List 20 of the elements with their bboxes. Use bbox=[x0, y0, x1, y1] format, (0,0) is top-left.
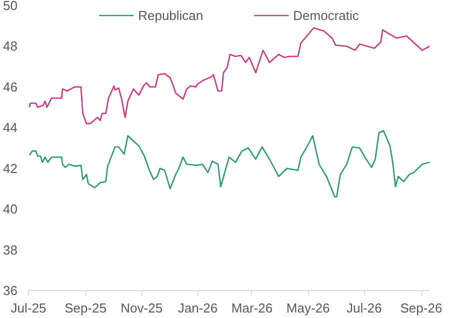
x-tick-label: Mar-26 bbox=[231, 300, 273, 316]
y-tick-label: 46 bbox=[3, 79, 18, 94]
y-tick-label: 40 bbox=[3, 202, 18, 217]
x-tick-label: Jan-26 bbox=[178, 300, 218, 316]
x-tick-label: Jul-25 bbox=[10, 300, 46, 316]
legend-label: Democratic bbox=[293, 8, 359, 22]
line-series bbox=[28, 27, 430, 124]
x-tick-label: Nov-25 bbox=[120, 300, 163, 316]
y-tick-label: 48 bbox=[3, 38, 18, 54]
x-tick-label: Jul-26 bbox=[346, 300, 382, 316]
y-tick-label: 44 bbox=[3, 120, 18, 136]
y-tick-label: 38 bbox=[3, 242, 18, 258]
y-tick-label: 50 bbox=[3, 0, 18, 13]
x-tick-label: May-26 bbox=[286, 300, 330, 316]
y-tick-label: 42 bbox=[3, 160, 18, 176]
line-series bbox=[28, 130, 430, 198]
legend-label: Republican bbox=[138, 8, 204, 22]
y-tick-label: 36 bbox=[3, 283, 18, 298]
x-tick-label: Sep-26 bbox=[400, 300, 442, 316]
x-tick-label: Sep-25 bbox=[64, 300, 106, 316]
